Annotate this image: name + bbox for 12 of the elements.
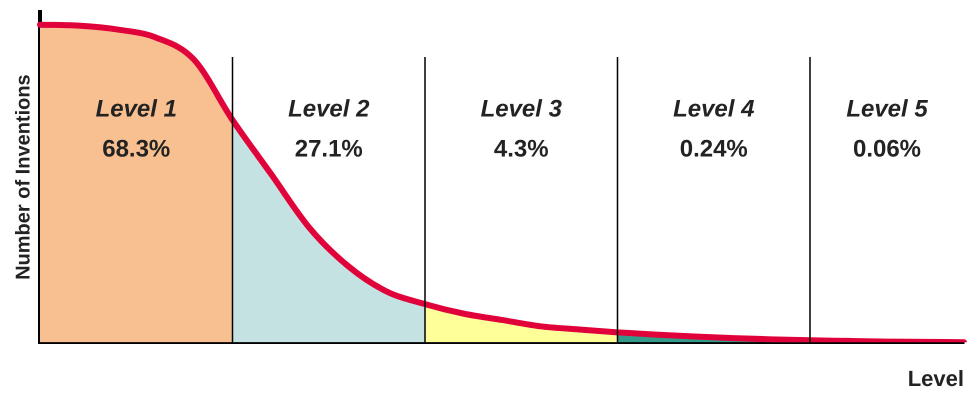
annotation: Level 4	[673, 96, 754, 123]
x-axis-title: Level	[908, 366, 964, 391]
annotation: Level 3	[480, 96, 563, 123]
annotation: 68.3%	[102, 136, 170, 163]
annotation: Level 5	[846, 96, 928, 123]
annotation: 27.1%	[294, 136, 363, 163]
annotation: 4.3%	[494, 136, 549, 163]
y-axis-title: Number of Inventions	[12, 74, 35, 280]
annotation: 0.06%	[852, 136, 922, 163]
annotation: 0.24%	[680, 136, 748, 163]
annotation: Level 2	[288, 96, 370, 123]
annotation: Level 1	[96, 96, 177, 123]
